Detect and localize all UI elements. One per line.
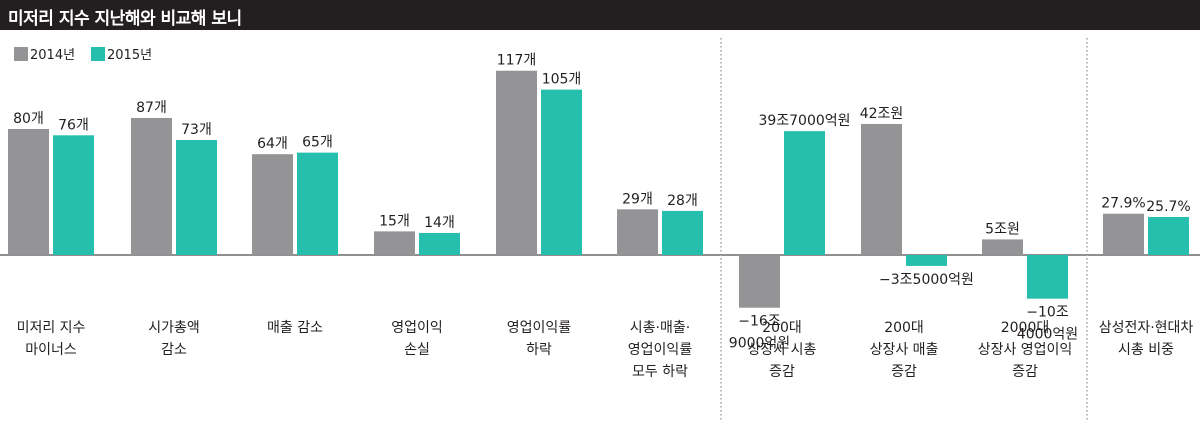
category-label-5: 영업이익률 하락	[507, 320, 572, 358]
bar-g4-s1	[374, 231, 415, 255]
bar-g10-s2	[1148, 216, 1189, 255]
category-label-9: 2000대 상장사 영업이익 증감	[978, 320, 1073, 380]
data-label-g5-s2: 105개	[542, 72, 582, 88]
data-label-g9-s1: 5조원	[985, 221, 1020, 237]
bar-g6-s1	[617, 209, 658, 255]
bar-g8-s2	[906, 255, 947, 266]
data-label-g4-s1: 15개	[379, 213, 410, 229]
data-label-g5-s1: 117개	[497, 53, 537, 69]
bar-g2-s1	[131, 117, 172, 255]
category-label-10: 삼성전자·현대차 시총 비중	[1099, 320, 1194, 358]
bar-g2-s2	[176, 140, 217, 255]
category-label-4: 영업이익 손실	[391, 320, 443, 358]
legend-swatch-2	[91, 47, 105, 61]
chart-title: 미저리 지수 지난해와 비교해 보니	[8, 9, 242, 29]
category-label-2: 시가총액 감소	[148, 320, 200, 358]
data-label-g1-s2: 76개	[58, 117, 89, 133]
data-label-g4-s2: 14개	[424, 215, 455, 231]
data-label-g6-s2: 28개	[667, 193, 698, 209]
bar-g3-s1	[252, 154, 293, 255]
bar-g1-s2	[53, 135, 94, 255]
category-label-1: 미저리 지수 마이너스	[17, 320, 86, 358]
data-label-g3-s2: 65개	[302, 135, 333, 151]
bar-g1-s1	[8, 129, 49, 255]
bar-g3-s2	[297, 152, 338, 255]
legend-label-2: 2015년	[107, 48, 152, 63]
data-label-g6-s1: 29개	[622, 191, 653, 207]
data-label-g10-s1: 27.9%	[1101, 196, 1145, 212]
legend-label-1: 2014년	[30, 48, 75, 63]
bar-g5-s1	[496, 70, 537, 255]
bar-g7-s2	[784, 131, 825, 255]
category-label-8: 200대 상장사 매출 증감	[870, 320, 939, 380]
data-label-g3-s1: 64개	[257, 136, 288, 152]
category-label-7: 200대 상장사 시총 증감	[748, 320, 817, 380]
category-label-6: 시총·매출· 영업이익률 모두 하락	[628, 320, 693, 380]
bar-g4-s2	[419, 232, 460, 255]
data-label-g1-s1: 80개	[13, 111, 44, 127]
bar-g10-s1	[1103, 213, 1144, 255]
chart-title-bar: 미저리 지수 지난해와 비교해 보니	[0, 0, 1200, 30]
data-label-g2-s2: 73개	[181, 122, 212, 138]
bar-g7-s1	[739, 255, 780, 308]
bar-g5-s2	[541, 89, 582, 255]
data-label-g8-s2: −3조5000억원	[879, 272, 974, 288]
bar-g9-s2	[1027, 255, 1068, 299]
data-label-g7-s1: −16조 9000억원	[729, 314, 790, 352]
data-label-g2-s1: 87개	[136, 100, 167, 116]
data-label-g8-s1: 42조원	[860, 106, 904, 122]
category-label-3: 매출 감소	[267, 320, 323, 336]
data-label-g10-s2: 25.7%	[1146, 199, 1190, 215]
bar-g6-s2	[662, 210, 703, 255]
data-label-g9-s2: −10조 4000억원	[1017, 305, 1078, 343]
bar-g9-s1	[982, 239, 1023, 255]
bar-g8-s1	[861, 123, 902, 256]
legend-swatch-1	[14, 47, 28, 61]
data-label-g7-s2: 39조7000억원	[758, 113, 850, 129]
